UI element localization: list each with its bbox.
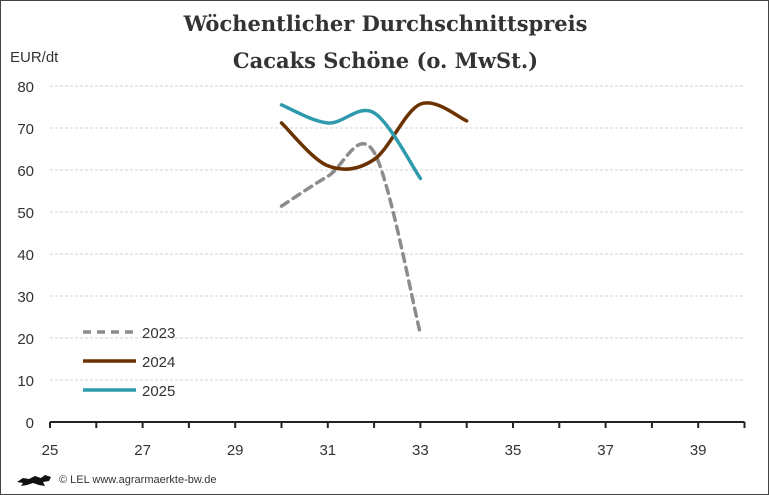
x-tick-label: 33 (412, 442, 429, 459)
y-axis-label: EUR/dt (10, 49, 59, 66)
y-tick-label: 60 (17, 163, 34, 180)
legend-label-2025: 2025 (142, 383, 175, 400)
series-line-2024 (279, 101, 469, 171)
series-line-2025 (279, 103, 423, 181)
x-tick-label: 39 (690, 442, 707, 459)
footer: © LEL www.agrarmaerkte-bw.de (15, 473, 217, 487)
legend-label-2024: 2024 (142, 354, 175, 371)
x-tick-label: 25 (42, 442, 59, 459)
y-tick-label: 10 (17, 373, 34, 390)
y-tick-label: 40 (17, 247, 34, 264)
y-tick-label: 0 (26, 415, 34, 432)
copyright-text: © LEL www.agrarmaerkte-bw.de (59, 474, 217, 486)
y-tick-label: 70 (17, 121, 34, 138)
legend-label-2023: 2023 (142, 325, 175, 342)
chart-subtitle: Cacaks Schöne (o. MwSt.) (232, 48, 539, 73)
lion-logo-icon (17, 475, 51, 486)
y-tick-label: 80 (17, 79, 34, 96)
y-tick-label: 50 (17, 205, 34, 222)
x-tick-label: 29 (227, 442, 244, 459)
x-tick-label: 31 (319, 442, 336, 459)
y-tick-label: 30 (17, 289, 34, 306)
x-tick-label: 27 (134, 442, 151, 459)
x-tick-label: 35 (505, 442, 522, 459)
y-tick-label: 20 (17, 331, 34, 348)
series-line-2023 (279, 142, 423, 336)
chart-title: Wöchentlicher Durchschnittspreis (183, 11, 588, 36)
x-tick-label: 37 (597, 442, 614, 459)
